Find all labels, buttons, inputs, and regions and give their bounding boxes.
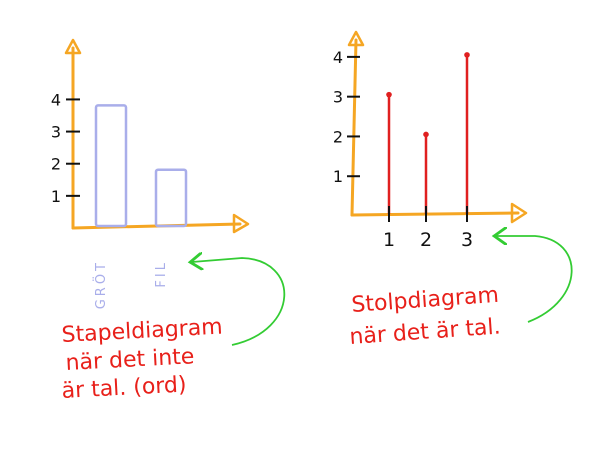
left-y-tick-label: 4 bbox=[51, 90, 61, 109]
right-y-axis bbox=[350, 38, 358, 217]
left-category-label: FIL bbox=[154, 260, 169, 288]
left-category-label: GRÖT bbox=[92, 260, 109, 309]
right-stem-point bbox=[423, 131, 429, 138]
right-y-arrow-icon bbox=[347, 30, 365, 47]
right-x-label: 1 bbox=[383, 229, 395, 251]
left-chart: 1 2 3 4 GRÖT FIL bbox=[51, 38, 250, 309]
right-x-label: 2 bbox=[420, 229, 432, 251]
right-y-tick-label: 3 bbox=[333, 88, 343, 107]
left-y-tick-label: 3 bbox=[51, 123, 61, 142]
right-x-labels: 1 2 3 bbox=[383, 206, 473, 251]
left-y-tick-label: 2 bbox=[51, 155, 61, 174]
left-y-ticks: 1 2 3 4 bbox=[51, 90, 80, 206]
left-bars bbox=[94, 104, 188, 228]
left-green-arrow-icon bbox=[192, 258, 286, 346]
left-annotation-line: Stapeldiagram bbox=[61, 315, 223, 348]
left-bar bbox=[154, 168, 188, 228]
right-x-label: 3 bbox=[461, 229, 473, 251]
right-y-tick-label: 4 bbox=[333, 48, 343, 67]
left-y-tick-label: 1 bbox=[51, 187, 61, 206]
left-annotation-line: när det inte bbox=[65, 344, 195, 376]
right-annotation-line: Stolpdiagram bbox=[351, 283, 500, 318]
left-annotation-line: är tal. (ord) bbox=[61, 372, 187, 404]
right-chart: 1 2 3 4 1 2 3 bbox=[333, 30, 528, 251]
right-stems bbox=[386, 52, 470, 214]
left-bar bbox=[94, 104, 128, 228]
right-annotation-line: när det är tal. bbox=[349, 314, 502, 349]
right-x-arrow-icon bbox=[510, 202, 528, 224]
right-stem-point bbox=[386, 91, 392, 98]
left-x-arrow-icon bbox=[232, 213, 250, 234]
right-stem-point bbox=[464, 52, 470, 58]
right-y-tick-label: 1 bbox=[333, 167, 343, 186]
left-category-labels: GRÖT FIL bbox=[92, 260, 169, 309]
left-y-arrow-icon bbox=[64, 38, 82, 55]
right-green-arrow-icon bbox=[496, 236, 573, 323]
right-x-axis bbox=[350, 211, 520, 217]
right-y-ticks: 1 2 3 4 bbox=[333, 48, 360, 186]
right-y-tick-label: 2 bbox=[333, 127, 343, 146]
